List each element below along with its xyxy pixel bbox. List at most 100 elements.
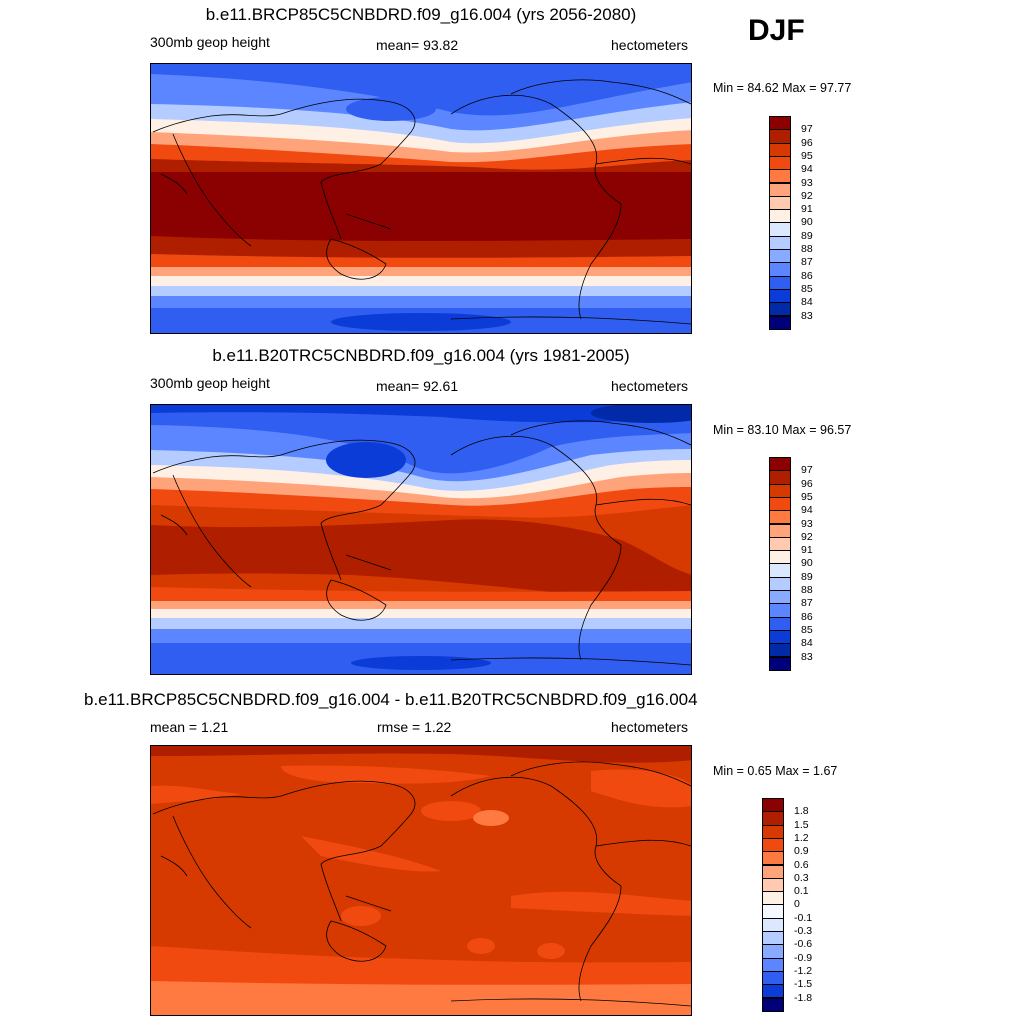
colorbar-label: 95 <box>801 490 813 503</box>
colorbar-label: -1.8 <box>794 991 813 1004</box>
colorbar-label: 95 <box>801 149 813 162</box>
colorbar-label: 0 <box>794 898 800 911</box>
colorbar-swatch <box>762 970 784 986</box>
colorbar-swatch <box>769 576 791 591</box>
colorbar-swatch <box>769 563 791 578</box>
colorbar-label: -0.1 <box>794 911 813 924</box>
colorbar-swatch <box>762 984 784 999</box>
colorbar-swatch <box>769 656 791 671</box>
colorbar-label: 89 <box>801 570 813 583</box>
colorbar-swatch <box>762 904 784 919</box>
colorbar-swatch <box>762 877 784 893</box>
panel1-units-label: hectometers <box>611 37 689 53</box>
colorbar-swatch <box>762 957 784 972</box>
colorbar-label: 1.5 <box>794 818 809 831</box>
panel3-minmax: Min = 0.65 Max = 1.67 <box>713 764 838 778</box>
colorbar-swatch <box>769 616 791 631</box>
colorbar-label: 85 <box>801 623 813 636</box>
colorbar-swatch <box>769 550 791 565</box>
colorbar-label: 91 <box>801 544 813 557</box>
colorbar-label: 83 <box>801 309 813 322</box>
colorbar-label: 85 <box>801 282 813 295</box>
colorbar-label: 0.1 <box>794 885 809 898</box>
colorbar-swatch <box>769 129 791 144</box>
colorbar-swatch <box>769 603 791 618</box>
colorbar-label: 88 <box>801 584 813 596</box>
colorbar-label: -0.9 <box>794 951 813 964</box>
colorbar-label: 0.6 <box>794 858 809 871</box>
colorbar-swatch <box>762 997 784 1012</box>
panel2-title: b.e11.B20TRC5CNBDRD.f09_g16.004 (yrs 198… <box>212 346 630 365</box>
colorbar-label: 97 <box>801 123 813 136</box>
colorbar-label: 0.9 <box>794 845 809 858</box>
colorbar-swatch <box>769 457 791 472</box>
colorbar-swatch <box>769 590 791 605</box>
colorbar-swatch <box>769 262 791 277</box>
colorbar-swatch <box>769 315 791 330</box>
colorbar-swatch <box>769 536 791 552</box>
panel1-variable-label: 300mb geop height <box>150 34 270 50</box>
colorbar-label: 94 <box>801 504 813 517</box>
colorbar-swatch <box>762 837 784 853</box>
panel2-minmax: Min = 83.10 Max = 96.57 <box>713 423 852 437</box>
colorbar-swatch <box>769 116 791 131</box>
panel2-units-label: hectometers <box>611 378 689 394</box>
colorbar-label: 97 <box>801 464 813 477</box>
panel3-mean-label: mean = 1.21 <box>150 719 229 735</box>
colorbar-swatch <box>762 811 784 826</box>
panel1-title: b.e11.BRCP85C5CNBDRD.f09_g16.004 (yrs 20… <box>205 5 637 24</box>
panel3-title: b.e11.BRCP85C5CNBDRD.f09_g16.004 - b.e11… <box>84 690 698 709</box>
colorbar-swatch <box>762 931 784 946</box>
colorbar-label: 94 <box>801 163 813 176</box>
colorbar-swatch <box>762 798 784 813</box>
panel2-variable-label: 300mb geop height <box>150 375 270 391</box>
colorbar-label: 92 <box>801 530 813 543</box>
colorbar-label: -1.2 <box>794 964 813 977</box>
colorbar-label: 1.8 <box>794 805 809 818</box>
colorbar-swatch <box>769 222 791 237</box>
colorbar-label: 89 <box>801 229 813 242</box>
colorbar-label: 83 <box>801 650 813 663</box>
colorbar-label: 84 <box>801 296 813 309</box>
colorbar-label: -0.3 <box>794 925 813 937</box>
colorbar-swatch <box>769 169 791 184</box>
colorbar-label: -1.5 <box>794 978 813 991</box>
colorbar-swatch <box>769 288 791 304</box>
colorbar-label: 90 <box>801 557 813 570</box>
panel1-map <box>150 63 692 334</box>
panel1-minmax: Min = 84.62 Max = 97.77 <box>713 81 852 95</box>
colorbar-swatch <box>762 851 784 866</box>
colorbar-label: 0.3 <box>794 871 809 884</box>
colorbar-label: 84 <box>801 637 813 650</box>
colorbar-swatch <box>769 510 791 525</box>
colorbar-swatch <box>769 182 791 197</box>
colorbar-swatch <box>769 142 791 157</box>
colorbar-label: 96 <box>801 477 813 490</box>
colorbar-swatch <box>762 944 784 959</box>
colorbar-swatch <box>762 824 784 839</box>
colorbar-label: 93 <box>801 176 813 189</box>
colorbar-swatch <box>769 302 791 317</box>
colorbar-label: -0.6 <box>794 938 813 951</box>
colorbar-label: 86 <box>801 610 813 623</box>
season-label: DJF <box>748 14 805 47</box>
colorbar-swatch <box>769 523 791 538</box>
colorbar-label: 93 <box>801 517 813 530</box>
panel2-mean-label: mean= 92.61 <box>376 378 459 394</box>
colorbar-swatch <box>769 483 791 498</box>
colorbar-label: 92 <box>801 189 813 202</box>
colorbar-label: 87 <box>801 597 813 610</box>
panel3-units-label: hectometers <box>611 719 689 735</box>
colorbar-swatch <box>769 629 791 645</box>
colorbar-swatch <box>769 235 791 250</box>
colorbar-swatch <box>769 496 791 512</box>
colorbar-label: 86 <box>801 269 813 282</box>
colorbar-swatch <box>762 917 784 932</box>
panel3-map <box>150 745 692 1016</box>
colorbar-swatch <box>762 864 784 879</box>
colorbar-swatch <box>762 891 784 906</box>
colorbar-swatch <box>769 643 791 658</box>
colorbar-label: 91 <box>801 203 813 216</box>
colorbar-swatch <box>769 155 791 171</box>
colorbar-label: 87 <box>801 256 813 269</box>
